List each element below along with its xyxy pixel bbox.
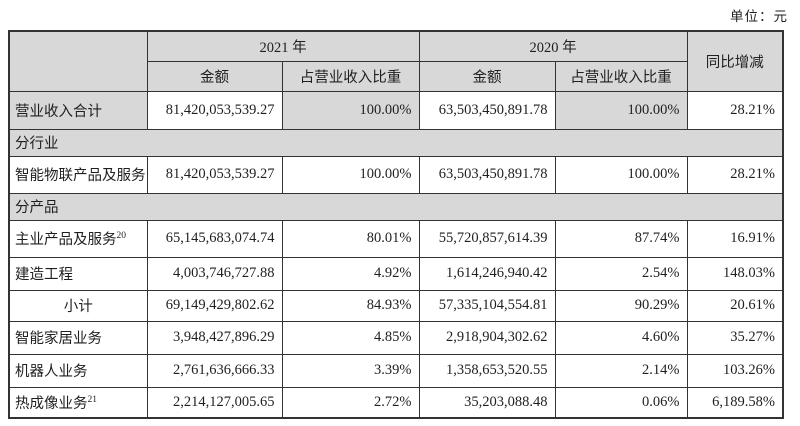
row-label-cell: 智能家居业务 bbox=[8, 320, 148, 355]
row-label-cell: 建造工程 bbox=[8, 256, 148, 291]
amount-2021-cell: 2,761,636,666.33 bbox=[146, 353, 283, 388]
row-label: 主业产品及服务 bbox=[15, 232, 117, 248]
row-label-cell: 机器人业务 bbox=[8, 353, 148, 388]
table-section-row-by-industry: 分行业 bbox=[8, 128, 784, 157]
row-label: 热成像业务 bbox=[15, 395, 88, 412]
yoy-cell: 103.26% bbox=[686, 353, 784, 388]
amount-2021-cell: 2,214,127,005.65 bbox=[146, 386, 283, 419]
yoy-cell: 16.91% bbox=[686, 219, 784, 258]
table-header-row-years: 2021 年 2020 年 同比增减 bbox=[8, 30, 784, 92]
amount-2021-cell: 81,420,053,539.27 bbox=[146, 90, 283, 130]
amount-2021-cell: 69,149,429,802.62 bbox=[146, 289, 283, 322]
pct-2021-cell: 4.92% bbox=[281, 256, 420, 291]
amount-2020-header: 金额 bbox=[418, 60, 556, 92]
pct-2021-cell: 84.93% bbox=[281, 289, 420, 322]
pct-2020-cell: 87.74% bbox=[554, 219, 688, 258]
table-row-total-revenue: 营业收入合计 81,420,053,539.27 100.00% 63,503,… bbox=[8, 90, 784, 130]
pct-2021-header: 占营业收入比重 bbox=[281, 60, 420, 92]
yoy-cell: 28.21% bbox=[686, 155, 784, 194]
amount-2020-cell: 57,335,104,554.81 bbox=[418, 289, 556, 322]
amount-2020-cell: 55,720,857,614.39 bbox=[418, 219, 556, 258]
amount-2021-cell: 65,145,683,074.74 bbox=[146, 219, 283, 258]
row-label-cell: 营业收入合计 bbox=[8, 90, 148, 130]
pct-2020-cell: 2.14% bbox=[554, 353, 688, 388]
pct-2021-cell: 100.00% bbox=[281, 90, 420, 130]
table-header-row-measures: 金额 占营业收入比重 金额 占营业收入比重 bbox=[9, 60, 783, 92]
section-label-cell: 分产品 bbox=[8, 192, 784, 221]
table-row-subtotal: 小计 69,149,429,802.62 84.93% 57,335,104,5… bbox=[8, 289, 784, 322]
section-label-cell: 分行业 bbox=[8, 128, 784, 157]
year-2021-header: 2021 年 bbox=[146, 30, 420, 62]
yoy-cell: 28.21% bbox=[686, 90, 784, 130]
table-row-construction: 建造工程 4,003,746,727.88 4.92% 1,614,246,94… bbox=[8, 256, 784, 291]
row-label-cell: 小计 bbox=[8, 289, 148, 322]
table-row-main-products: 主业产品及服务20 65,145,683,074.74 80.01% 55,72… bbox=[8, 219, 784, 258]
row-label: 建造工程 bbox=[15, 267, 73, 283]
yoy-header: 同比增减 bbox=[686, 30, 784, 92]
amount-2020-cell: 1,358,653,520.55 bbox=[418, 353, 556, 388]
pct-2021-cell: 80.01% bbox=[281, 219, 420, 258]
pct-2020-cell: 90.29% bbox=[554, 289, 688, 322]
corner-cell bbox=[8, 30, 148, 92]
amount-2020-cell: 1,614,246,940.42 bbox=[418, 256, 556, 291]
amount-2021-cell: 81,420,053,539.27 bbox=[146, 155, 283, 194]
pct-2020-cell: 100.00% bbox=[554, 155, 688, 194]
amount-2021-cell: 3,948,427,896.29 bbox=[146, 320, 283, 355]
table-row-robotics: 机器人业务 2,761,636,666.33 3.39% 1,358,653,5… bbox=[8, 353, 784, 388]
row-label: 小计 bbox=[63, 299, 93, 315]
amount-2020-cell: 35,203,088.48 bbox=[418, 386, 556, 419]
row-label-cell: 智能物联产品及服务 bbox=[8, 155, 148, 194]
pct-2020-cell: 0.06% bbox=[554, 386, 688, 419]
amount-2020-cell: 2,918,904,302.62 bbox=[418, 320, 556, 355]
footnote-ref: 20 bbox=[116, 231, 127, 242]
year-2020-header: 2020 年 bbox=[418, 30, 688, 62]
amount-2020-cell: 63,503,450,891.78 bbox=[418, 155, 556, 194]
row-label: 机器人业务 bbox=[15, 364, 88, 380]
pct-2020-cell: 2.54% bbox=[554, 256, 688, 291]
unit-label: 单位：元 bbox=[730, 9, 788, 24]
row-label-cell: 主业产品及服务20 bbox=[8, 219, 148, 258]
yoy-cell: 20.61% bbox=[686, 289, 784, 322]
table-section-row-by-product: 分产品 bbox=[8, 192, 784, 221]
pct-2021-cell: 4.85% bbox=[281, 320, 420, 355]
yoy-cell: 35.27% bbox=[686, 320, 784, 355]
amount-2021-header: 金额 bbox=[146, 60, 283, 92]
footnote-ref: 21 bbox=[87, 394, 98, 405]
pct-2020-cell: 4.60% bbox=[554, 320, 688, 355]
pct-2021-cell: 3.39% bbox=[281, 353, 420, 388]
amount-2020-cell: 63,503,450,891.78 bbox=[418, 90, 556, 130]
pct-2021-cell: 2.72% bbox=[281, 386, 420, 419]
table-row-thermal-imaging: 热成像业务21 2,214,127,005.65 2.72% 35,203,08… bbox=[8, 386, 784, 419]
yoy-cell: 148.03% bbox=[686, 256, 784, 291]
row-label: 营业收入合计 bbox=[15, 103, 102, 120]
pct-2020-cell: 100.00% bbox=[554, 90, 688, 130]
pct-2021-cell: 100.00% bbox=[281, 155, 420, 194]
pct-2020-header: 占营业收入比重 bbox=[554, 60, 688, 92]
revenue-breakdown-table: 2021 年 2020 年 同比增减 金额 占营业收入比重 金额 占营业收入比重… bbox=[8, 30, 784, 419]
row-label-cell: 热成像业务21 bbox=[8, 386, 148, 419]
amount-2021-cell: 4,003,746,727.88 bbox=[146, 256, 283, 291]
row-label: 智能物联产品及服务 bbox=[15, 168, 146, 184]
row-label: 智能家居业务 bbox=[15, 331, 102, 347]
yoy-cell: 6,189.58% bbox=[686, 386, 784, 419]
table-row-aiot-products: 智能物联产品及服务 81,420,053,539.27 100.00% 63,5… bbox=[8, 155, 784, 194]
table-row-smart-home: 智能家居业务 3,948,427,896.29 4.85% 2,918,904,… bbox=[8, 320, 784, 355]
